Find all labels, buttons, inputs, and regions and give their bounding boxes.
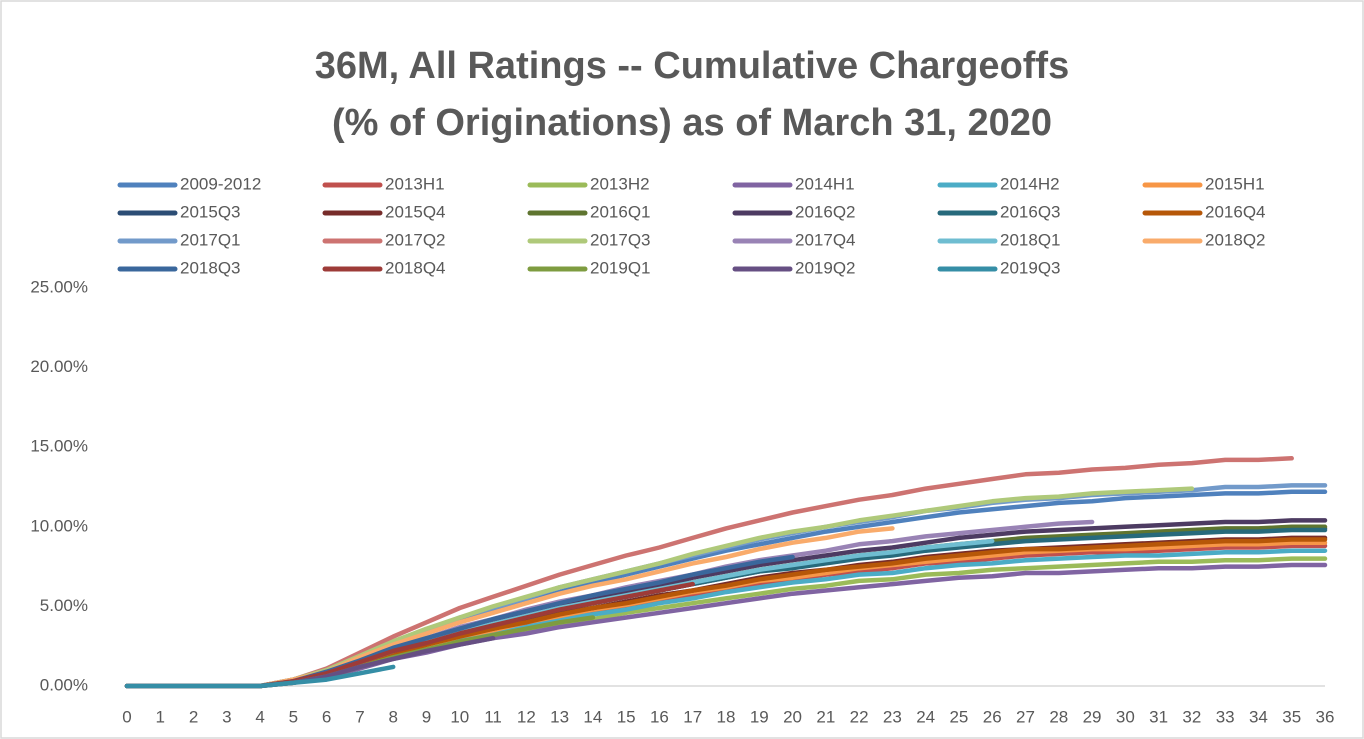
x-tick-label: 34 [1249,707,1268,726]
legend-label: 2017Q2 [385,230,446,249]
x-tick-label: 28 [1049,707,1068,726]
x-tick-label: 24 [916,707,935,726]
legend-label: 2013H2 [590,174,650,193]
x-tick-label: 21 [816,707,835,726]
x-tick-label: 36 [1316,707,1335,726]
chart-title: (% of Originations) as of March 31, 2020 [332,102,1052,144]
x-tick-label: 16 [650,707,669,726]
x-tick-label: 29 [1083,707,1102,726]
x-tick-label: 1 [156,707,165,726]
y-tick-label: 20.00% [30,357,88,376]
legend-label: 2019Q1 [590,258,651,277]
legend-label: 2015Q3 [180,202,241,221]
chart-title: 36M, All Ratings -- Cumulative Chargeoff… [315,45,1069,87]
legend-label: 2016Q1 [590,202,651,221]
legend-label: 2017Q3 [590,230,651,249]
x-tick-label: 32 [1182,707,1201,726]
x-tick-label: 6 [322,707,331,726]
x-tick-label: 23 [883,707,902,726]
legend-label: 2019Q2 [795,258,856,277]
legend-label: 2015Q4 [385,202,446,221]
legend-label: 2016Q3 [1000,202,1061,221]
y-tick-label: 10.00% [30,516,88,535]
x-tick-label: 19 [750,707,769,726]
legend-label: 2018Q3 [180,258,241,277]
x-tick-label: 27 [1016,707,1035,726]
legend-label: 2009-2012 [180,174,261,193]
y-tick-label: 15.00% [30,437,88,456]
x-tick-label: 17 [683,707,702,726]
y-tick-label: 25.00% [30,277,88,296]
legend-label: 2018Q1 [1000,230,1061,249]
legend-label: 2015H1 [1205,174,1265,193]
x-tick-label: 30 [1116,707,1135,726]
x-tick-label: 9 [422,707,431,726]
x-tick-label: 3 [222,707,231,726]
legend-label: 2013H1 [385,174,445,193]
x-tick-label: 11 [484,707,502,726]
series-line [124,664,396,689]
x-tick-label: 26 [983,707,1002,726]
legend-label: 2016Q2 [795,202,856,221]
legend-label: 2014H1 [795,174,855,193]
x-tick-label: 10 [450,707,469,726]
y-tick-label: 0.00% [40,675,88,694]
x-tick-label: 8 [388,707,397,726]
x-tick-label: 22 [850,707,869,726]
legend-label: 2018Q4 [385,258,446,277]
x-tick-label: 31 [1149,707,1168,726]
x-tick-label: 7 [355,707,364,726]
x-tick-label: 12 [517,707,536,726]
x-tick-label: 15 [617,707,636,726]
legend-label: 2019Q3 [1000,258,1061,277]
y-tick-label: 5.00% [40,596,88,615]
x-tick-label: 33 [1216,707,1235,726]
x-tick-label: 2 [189,707,198,726]
x-tick-label: 14 [583,707,602,726]
x-tick-label: 13 [550,707,569,726]
x-tick-label: 5 [289,707,298,726]
legend-label: 2017Q1 [180,230,241,249]
legend-label: 2017Q4 [795,230,856,249]
x-tick-label: 35 [1282,707,1301,726]
legend-label: 2016Q4 [1205,202,1266,221]
legend-label: 2014H2 [1000,174,1060,193]
x-tick-label: 0 [122,707,131,726]
x-tick-label: 4 [255,707,264,726]
x-tick-label: 25 [949,707,968,726]
legend-label: 2018Q2 [1205,230,1266,249]
x-tick-label: 18 [717,707,736,726]
x-tick-label: 20 [783,707,802,726]
